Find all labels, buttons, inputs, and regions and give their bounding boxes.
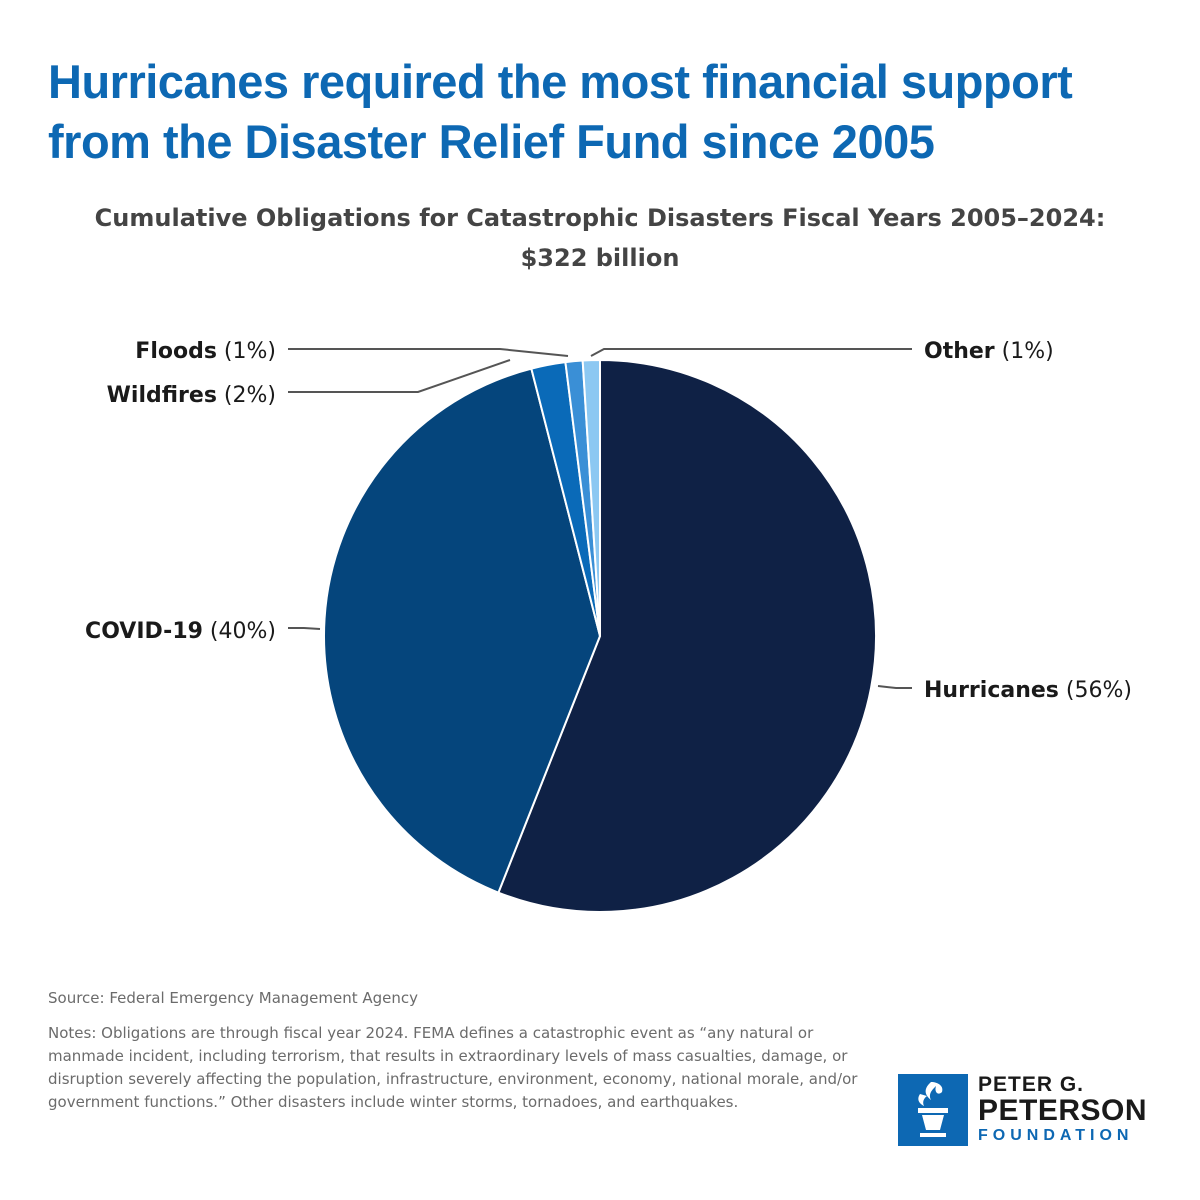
leader-line-other [590,348,912,357]
slice-label-floods: Floods (1%) [135,339,276,364]
torch-icon [898,1074,968,1146]
slice-label-pct: (40%) [203,619,276,644]
leader-line-covid-19 [288,627,321,630]
logo-line-3: FOUNDATION [978,1127,1134,1144]
pie-leader-lines [288,348,912,689]
slice-label-name: Other [924,339,995,364]
peterson-foundation-logo: PETER G. PETERSON FOUNDATION [898,1074,1168,1150]
slice-label-hurricanes: Hurricanes (56%) [924,678,1132,703]
slice-label-pct: (1%) [995,339,1054,364]
leader-line-floods [288,348,569,357]
slice-label-name: COVID-19 [85,619,203,644]
subtitle-line-2: $322 billion [520,244,680,272]
pie-slice-other [581,358,601,637]
slice-label-covid-19: COVID-19 (40%) [85,619,276,644]
slice-label-name: Floods [135,339,217,364]
slice-label-other: Other (1%) [924,339,1054,364]
pie-slice-hurricanes [497,358,877,913]
slice-label-pct: (1%) [217,339,276,364]
leader-line-wildfires [288,359,511,393]
chart-subtitle: Cumulative Obligations for Catastrophic … [0,198,1200,278]
slice-label-name: Wildfires [107,383,217,408]
pie-slice-covid-19 [323,367,602,894]
notes-text: Notes: Obligations are through fiscal ye… [48,1024,858,1111]
leader-line-hurricanes [877,685,912,689]
slice-label-name: Hurricanes [924,678,1059,703]
source-note: Source: Federal Emergency Management Age… [48,989,419,1007]
slice-label-pct: (56%) [1059,678,1132,703]
pie-slices [323,358,877,913]
logo-wordmark: PETER G. PETERSON FOUNDATION [978,1074,1147,1146]
slice-label-pct: (2%) [217,383,276,408]
pie-chart: Hurricanes (56%) COVID-19 (40%) Wildfires … [85,339,1132,913]
chart-title: Hurricanes required the most financial s… [48,55,1073,168]
subtitle-line-1: Cumulative Obligations for Catastrophic … [94,204,1106,232]
logo-line-1: PETER G. [978,1073,1085,1096]
slice-label-wildfires: Wildfires (2%) [107,383,276,408]
logo-line-2: PETERSON [978,1094,1148,1127]
pie-labels: Hurricanes (56%) COVID-19 (40%) Wildfires … [85,339,1132,703]
